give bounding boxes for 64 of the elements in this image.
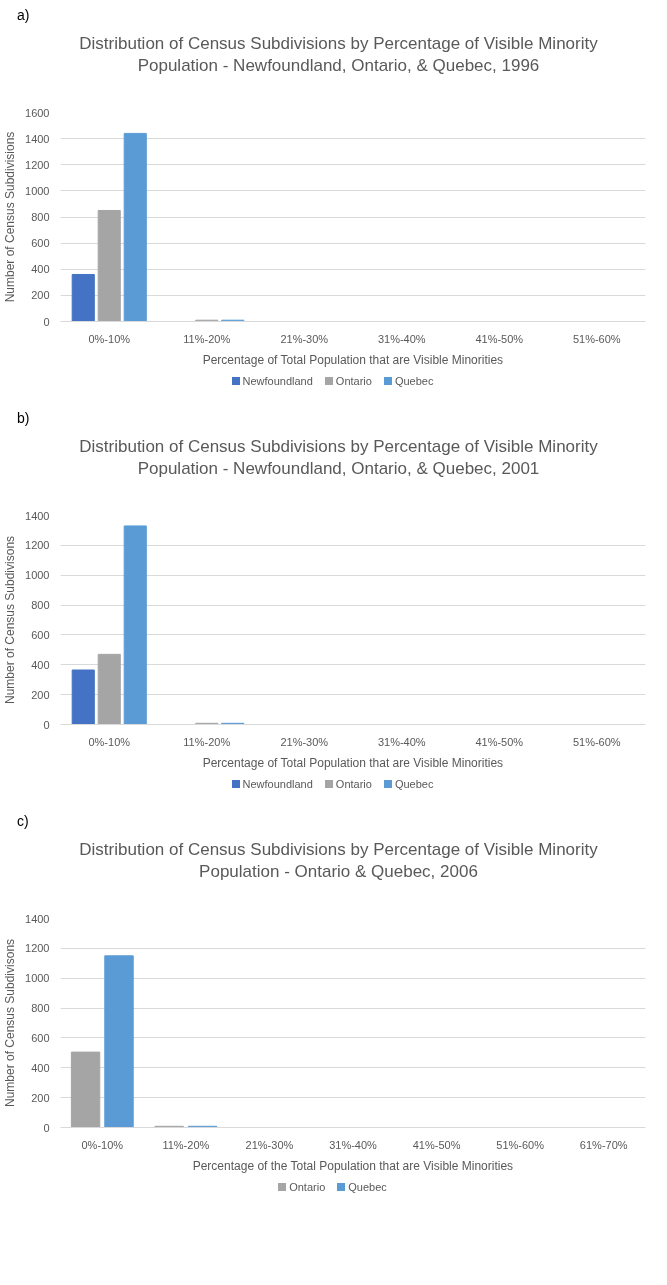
x-tick-label: 41%-50% [475, 735, 524, 748]
legend-label: Ontario [335, 375, 372, 387]
y-tick-label: 800 [31, 211, 50, 223]
x-tick-label: 0%-10% [88, 735, 131, 748]
y-tick-label: 600 [31, 237, 50, 250]
y-tick-label: 1400 [25, 509, 50, 522]
x-tick-label: 11%-20% [183, 735, 231, 748]
y-tick-label: 800 [31, 1002, 50, 1015]
chart-title: Distribution of Census Subdivisions by Percentage of Visible Minority Population - Newfoundland, Ontario, & Quebec, 1996 [78, 33, 599, 77]
y-tick-label: 1000 [25, 569, 50, 582]
y-axis-title: Number of Census Subdivisons [3, 535, 18, 705]
x-axis-title: Percentage of the Total Population that are Visible Minorities [192, 1158, 514, 1173]
y-axis-title: Number of Census Subdivisons [3, 938, 18, 1108]
chart-title: Distribution of Census Subdivisions by Percentage of Visible Minority Population - Ontario & Quebec, 2006 [78, 839, 599, 883]
legend-label: Ontario [289, 1181, 326, 1193]
x-tick-label: 0%-10% [88, 332, 131, 345]
x-axis-title: Percentage of Total Population that are Visible Minorities [202, 755, 504, 770]
x-tick-label: 21%-30% [280, 735, 329, 748]
y-axis-title: Number of Census Subdivisions [3, 131, 18, 303]
x-tick-label: 31%-40% [377, 332, 426, 345]
x-tick-label: 51%-60% [496, 1138, 545, 1151]
y-tick-label: 1400 [25, 912, 50, 925]
y-tick-label: 800 [31, 599, 50, 612]
x-tick-label: 21%-30% [245, 1138, 294, 1151]
y-tick-label: 0 [43, 315, 50, 328]
chart-title: Distribution of Census Subdivisions by Percentage of Visible Minority Population - Newfoundland, Ontario, & Quebec, 2001 [78, 436, 599, 480]
y-tick-label: 400 [31, 658, 50, 671]
legend-label: Newfoundland [242, 375, 313, 387]
x-tick-label: 11%-20% [162, 1138, 210, 1151]
legend-label: Quebec [348, 1181, 387, 1193]
x-tick-label: 51%-60% [572, 332, 621, 345]
legend-label: Ontario [335, 778, 372, 790]
text: a) [17, 6, 30, 25]
x-tick-label: 41%-50% [412, 1138, 461, 1151]
y-tick-label: 1200 [25, 539, 50, 552]
x-tick-label: 61%-70% [579, 1138, 628, 1151]
text: b) [17, 409, 30, 428]
x-tick-label: 0%-10% [81, 1138, 124, 1151]
y-tick-label: 1000 [25, 972, 50, 985]
y-tick-label: 200 [31, 1091, 50, 1104]
y-tick-label: 200 [31, 289, 50, 302]
y-tick-label: 0 [43, 1121, 50, 1134]
y-tick-label: 200 [31, 688, 50, 701]
y-tick-label: 1400 [25, 132, 50, 145]
y-tick-label: 400 [31, 1061, 50, 1074]
x-tick-label: 21%-30% [280, 332, 329, 345]
y-tick-label: 1200 [25, 942, 50, 955]
legend-label: Quebec [394, 778, 434, 790]
legend-label: Newfoundland [242, 778, 313, 790]
y-tick-label: 1600 [25, 106, 50, 119]
y-tick-label: 600 [31, 1031, 50, 1044]
y-tick-label: 0 [43, 718, 50, 731]
x-tick-label: 51%-60% [572, 735, 621, 748]
x-tick-label: 11%-20% [183, 332, 231, 345]
x-tick-label: 31%-40% [377, 735, 426, 748]
y-tick-label: 1200 [25, 158, 50, 171]
y-tick-label: 400 [31, 263, 50, 276]
x-tick-label: 41%-50% [475, 332, 524, 345]
y-tick-label: 600 [31, 628, 50, 641]
legend-label: Quebec [394, 375, 434, 387]
text: c) [17, 812, 29, 831]
x-axis-title: Percentage of Total Population that are Visible Minorities [202, 352, 504, 367]
x-tick-label: 31%-40% [329, 1138, 378, 1151]
y-tick-label: 1000 [25, 184, 50, 197]
